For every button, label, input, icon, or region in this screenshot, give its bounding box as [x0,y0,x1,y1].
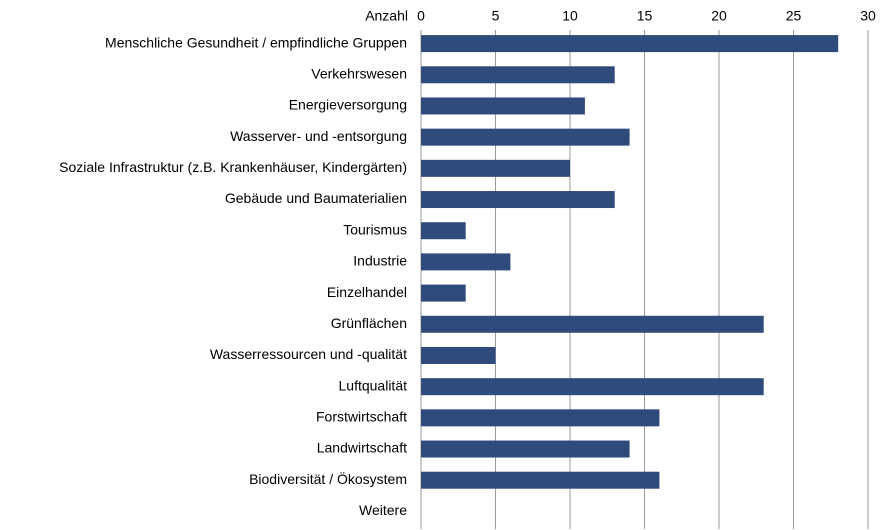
bar [421,378,764,396]
x-tick-label: 5 [492,8,500,24]
bar [421,471,660,489]
y-tick-label: Menschliche Gesundheit / empfindliche Gr… [105,34,407,50]
y-tick-label: Verkehrswesen [311,65,407,81]
y-tick-label: Gebäude und Baumaterialien [225,190,407,206]
x-tick-label: 15 [637,8,653,24]
y-tick-label: Wasserressourcen und -qualität [210,346,407,362]
bar [421,35,839,53]
bar [421,284,466,302]
y-tick-label: Landwirtschaft [317,440,407,456]
x-tick-label: 30 [860,8,876,24]
y-tick-label: Energieversorgung [289,97,407,113]
y-tick-label: Weitere [359,502,407,518]
y-tick-label: Tourismus [343,221,407,237]
x-tick-label: 20 [711,8,727,24]
x-tick-label: 10 [562,8,578,24]
y-tick-label: Grünflächen [331,315,407,331]
bar [421,253,511,271]
x-axis-label: Anzahl [365,8,408,24]
y-tick-label: Forstwirtschaft [316,409,407,425]
bar [421,315,764,333]
bar [421,346,496,364]
bar [421,159,570,177]
y-tick-label: Einzelhandel [327,284,407,300]
y-tick-label: Industrie [353,253,407,269]
bar [421,66,615,84]
bar [421,222,466,240]
y-tick-label: Luftqualität [339,377,408,393]
bar [421,128,630,146]
bar [421,409,660,427]
x-tick-label: 0 [417,8,425,24]
bar [421,440,630,458]
bar [421,97,585,115]
y-tick-label: Wasserver- und -entsorgung [230,128,407,144]
y-tick-label: Biodiversität / Ökosystem [249,470,407,487]
x-tick-label: 25 [786,8,802,24]
y-tick-label: Soziale Infrastruktur (z.B. Krankenhäuse… [59,159,407,175]
bar [421,191,615,209]
